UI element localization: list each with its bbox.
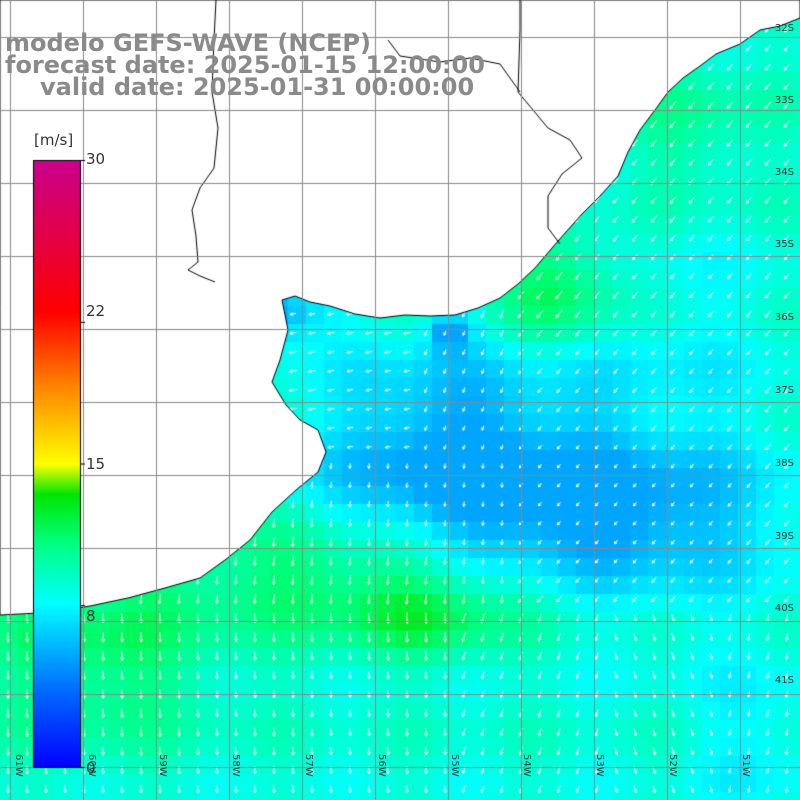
forecast-date: forecast date: 2025-01-15 12:00:00 (5, 51, 485, 79)
lon-label: 56W (376, 754, 387, 777)
colorbar-tick-8: 8 (86, 607, 96, 625)
lat-label: 38S (774, 458, 794, 469)
lon-label: 61W (13, 754, 24, 777)
lat-label: 39S (774, 531, 794, 542)
lon-label: 51W (740, 754, 751, 777)
lon-label: 57W (303, 754, 314, 777)
lat-label: 34S (774, 167, 794, 178)
colorbar-tick-30: 30 (86, 150, 106, 168)
colorbar-tick-0: 0 (86, 759, 96, 777)
lon-label: 59W (157, 754, 168, 777)
lat-label: 33S (774, 95, 794, 106)
lat-label: 41S (774, 675, 794, 686)
lat-label: 36S (774, 312, 794, 323)
colorbar-tick-22: 22 (86, 302, 106, 320)
lon-label: 58W (230, 754, 241, 777)
lon-label: 55W (449, 754, 460, 777)
colorbar-unit: [m/s] (34, 131, 74, 149)
colorbar-tick-15: 15 (86, 455, 106, 473)
lat-label: 37S (774, 385, 794, 396)
lon-label: 52W (667, 754, 678, 777)
valid-date: valid date: 2025-01-31 00:00:00 (40, 73, 475, 101)
model-title: modelo GEFS-WAVE (NCEP) (5, 29, 371, 57)
lon-label: 54W (521, 754, 532, 777)
lat-label: 35S (774, 239, 794, 250)
lat-label: 40S (774, 603, 794, 614)
lon-label: 53W (594, 754, 605, 777)
lon-label: 60W (86, 754, 97, 777)
lat-label: 32S (774, 23, 794, 34)
